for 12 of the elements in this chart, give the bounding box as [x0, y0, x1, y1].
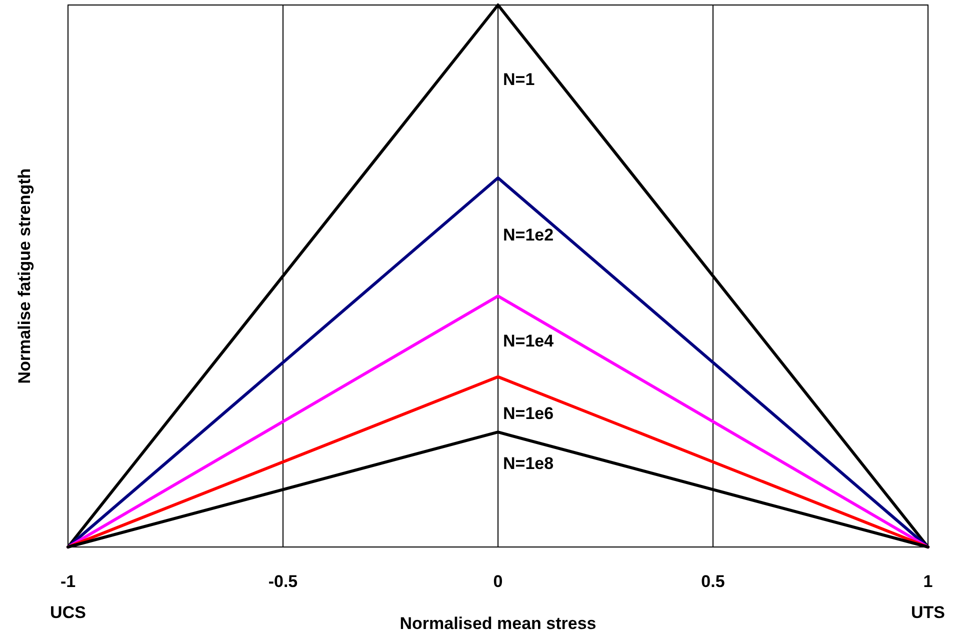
- x-axis-title: Normalised mean stress: [400, 614, 596, 633]
- series-label: N=1: [503, 70, 535, 89]
- series-label: N=1e6: [503, 404, 554, 424]
- x-tick-label: 1 UTS: [911, 572, 945, 622]
- series-label: N=1e4: [503, 332, 554, 351]
- series-label: N=1e8: [503, 454, 554, 473]
- x-tick-label: 0.5: [701, 572, 725, 591]
- x-tick-label: -1 UCS: [50, 572, 86, 622]
- series-label: N=1e2: [503, 225, 554, 244]
- x-tick-label: 0: [493, 572, 503, 591]
- x-tick-label: -0.5: [268, 572, 298, 591]
- y-axis-title: Normalise fatigue strength: [15, 168, 34, 384]
